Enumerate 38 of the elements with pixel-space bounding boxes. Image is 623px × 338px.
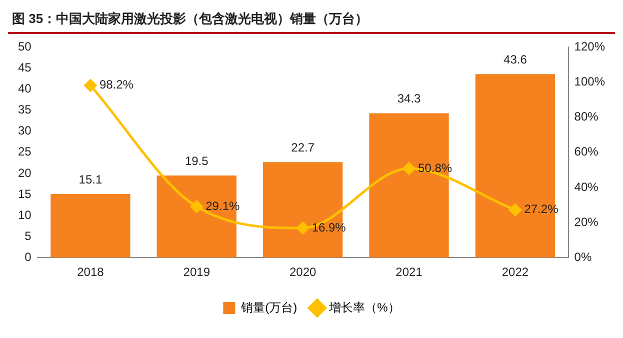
y2-tick-label: 0% — [574, 250, 592, 264]
data-label: 22.7 — [291, 140, 315, 154]
bar — [50, 194, 130, 258]
y-tick-label: 35 — [18, 102, 32, 117]
point — [296, 222, 310, 234]
point — [84, 79, 97, 92]
y2-tick-label: 120% — [574, 40, 606, 54]
y-tick-label: 30 — [18, 124, 32, 138]
y2-tick-label: 100% — [574, 74, 606, 89]
x-tick-label: 2019 — [183, 265, 210, 280]
data-label: 98.2% — [99, 78, 134, 92]
y-tick-label: 0 — [24, 250, 32, 264]
point — [190, 200, 203, 213]
data-label: 19.5 — [184, 154, 209, 168]
y-tick-label: 25 — [18, 144, 32, 159]
y-tick-label: 45 — [18, 60, 32, 75]
y-tick-label: 40 — [18, 82, 32, 96]
data-label: 43.6 — [504, 52, 528, 66]
y2-tick-label: 20% — [574, 214, 599, 229]
data-label: 34.3 — [397, 92, 422, 106]
y2-tick-label: 40% — [574, 180, 599, 194]
y-tick-label: 5 — [24, 228, 32, 243]
data-label: 15.1 — [78, 172, 102, 186]
x-tick-label: 2020 — [289, 265, 316, 280]
point — [402, 162, 416, 175]
x-tick-label: 2021 — [396, 265, 423, 280]
y2-tick-label: 60% — [574, 144, 599, 159]
y2-tick-label: 80% — [574, 110, 599, 124]
x-tick-label: 2022 — [502, 265, 529, 280]
y-tick-label: 50 — [18, 40, 32, 54]
x-tick-label: 2018 — [77, 265, 104, 280]
legend-label: 增长率（%） — [328, 300, 400, 314]
y-tick-label: 10 — [18, 208, 32, 222]
point — [508, 204, 522, 216]
y-tick-label: 15 — [18, 186, 32, 201]
legend-label: 销量(万台) — [240, 300, 298, 314]
chart-title: 图 35：中国大陆家用激光投影（包含激光电视）销量（万台） — [8, 8, 615, 34]
y-tick-label: 20 — [18, 166, 32, 180]
